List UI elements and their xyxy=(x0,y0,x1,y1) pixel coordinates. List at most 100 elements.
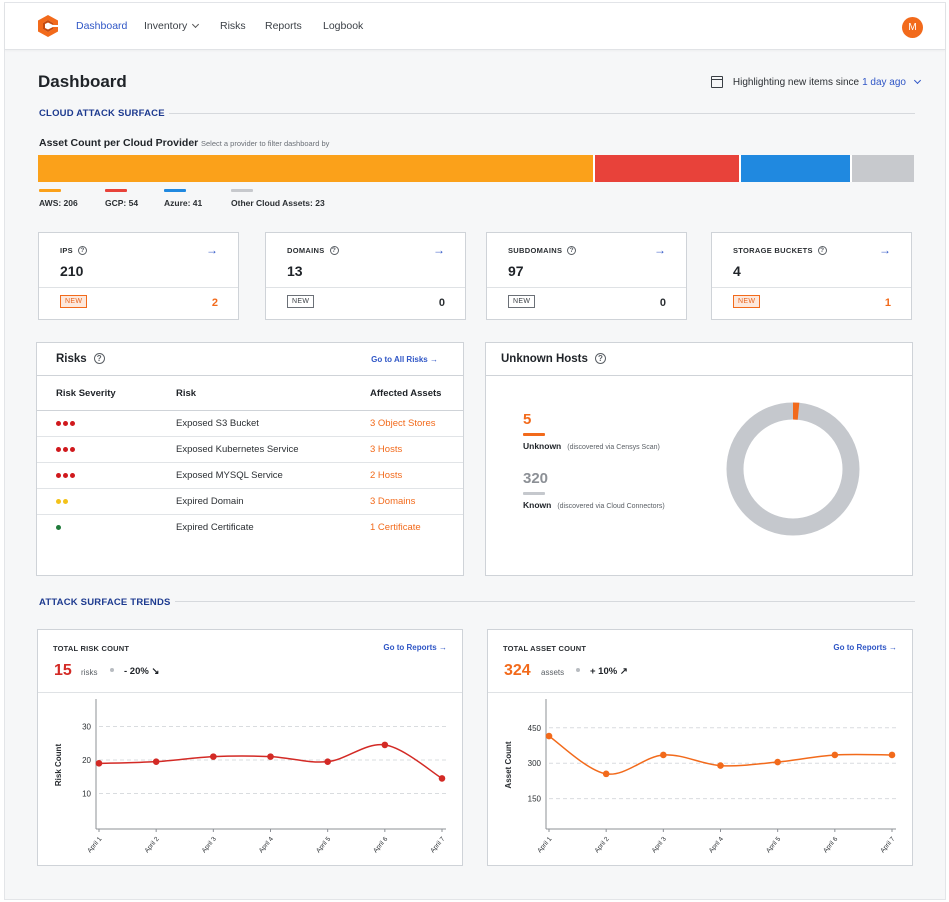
stat-label: STORAGE BUCKETS? xyxy=(733,246,827,255)
severity-dot-icon xyxy=(56,421,61,426)
section-divider xyxy=(169,113,915,114)
risk-name: Expired Domain xyxy=(176,496,244,507)
y-axis-label: Asset Count xyxy=(504,741,513,788)
section-title-attack-surface-trends: ATTACK SURFACE TRENDS xyxy=(39,597,171,608)
provider-segment-other-cloud-assets[interactable] xyxy=(851,155,914,182)
legend-aws[interactable]: AWS: 206 xyxy=(39,189,78,208)
known-hosts-swatch xyxy=(523,492,545,495)
severity-dot-icon xyxy=(70,447,75,452)
arrow-right-icon[interactable]: → xyxy=(654,243,666,257)
go-to-reports-link[interactable]: Go to Reports → xyxy=(383,643,447,652)
provider-segment-azure[interactable] xyxy=(740,155,852,182)
user-avatar[interactable]: M xyxy=(902,17,923,38)
data-point xyxy=(717,762,724,769)
unknown-hosts-panel: Unknown Hosts? 5 Unknown (discovered via … xyxy=(485,342,913,576)
table-row[interactable]: Exposed Kubernetes Service 3 Hosts xyxy=(37,436,463,462)
y-tick-label: 30 xyxy=(82,722,91,731)
help-icon[interactable]: ? xyxy=(567,246,577,255)
provider-segment-gcp[interactable] xyxy=(594,155,741,182)
go-to-reports-label: Go to Reports xyxy=(383,643,437,652)
table-row[interactable]: Exposed S3 Bucket 3 Object Stores xyxy=(37,410,463,436)
series-line xyxy=(98,743,443,780)
affected-assets-link[interactable]: 3 Object Stores xyxy=(370,418,436,429)
section-divider xyxy=(175,601,915,602)
x-tick-label: April 7 xyxy=(429,836,446,855)
go-to-reports-link[interactable]: Go to Reports → xyxy=(833,643,897,652)
page-title: Dashboard xyxy=(38,72,127,91)
legend-swatch-azure xyxy=(164,189,186,192)
help-icon[interactable]: ? xyxy=(817,246,827,255)
column-header-affected-assets[interactable]: Affected Assets xyxy=(370,388,442,399)
divider xyxy=(266,287,465,288)
y-tick-label: 10 xyxy=(82,789,91,798)
severity-dot-icon xyxy=(56,447,61,452)
arrow-up-right-icon: ↗ xyxy=(619,666,628,677)
arrow-right-icon[interactable]: → xyxy=(879,243,891,257)
divider xyxy=(487,287,686,288)
legend-swatch-aws xyxy=(39,189,61,192)
stat-card-domains[interactable]: DOMAINS? → 13 NEW 0 xyxy=(265,232,466,320)
nav-risks[interactable]: Risks xyxy=(220,20,246,32)
trend-unit: assets xyxy=(541,668,565,677)
data-point xyxy=(95,760,103,767)
bullet-separator xyxy=(110,668,114,672)
x-tick-label: April 5 xyxy=(765,836,782,855)
stat-card-storage-buckets[interactable]: STORAGE BUCKETS? → 4 NEW 1 xyxy=(711,232,912,320)
unknown-label-text: Unknown xyxy=(523,441,562,451)
logo-icon[interactable] xyxy=(37,14,59,38)
calendar-icon xyxy=(710,76,723,88)
nav-reports[interactable]: Reports xyxy=(265,20,302,32)
go-to-all-risks-link[interactable]: Go to All Risks → xyxy=(371,355,438,364)
affected-assets-link[interactable]: 3 Domains xyxy=(370,496,416,507)
trend-delta: + 10% ↗ xyxy=(590,666,628,677)
table-row[interactable]: Exposed MYSQL Service 2 Hosts xyxy=(37,462,463,488)
provider-segment-aws[interactable] xyxy=(38,155,595,182)
legend-azure[interactable]: Azure: 41 xyxy=(164,189,202,208)
stat-card-subdomains[interactable]: SUBDOMAINS? → 97 NEW 0 xyxy=(486,232,687,320)
affected-assets-link[interactable]: 3 Hosts xyxy=(370,444,403,455)
highlight-text: Highlighting new items since xyxy=(732,76,860,88)
chevron-down-icon xyxy=(192,20,200,29)
nav-inventory[interactable]: Inventory xyxy=(144,20,200,32)
stat-card-ips[interactable]: IPS? → 210 NEW 2 xyxy=(38,232,239,320)
help-icon[interactable]: ? xyxy=(78,246,87,255)
go-to-reports-label: Go to Reports xyxy=(833,643,887,652)
x-tick-label: April 7 xyxy=(879,836,896,855)
stat-value: 4 xyxy=(733,263,741,279)
legend-swatch-other xyxy=(231,189,253,192)
highlight-period-selector[interactable]: Highlighting new items since 1 day ago xyxy=(710,76,922,88)
x-tick-label: April 2 xyxy=(593,836,610,855)
affected-assets-link[interactable]: 1 Certificate xyxy=(370,522,421,533)
table-row[interactable]: Expired Domain 3 Domains xyxy=(37,488,463,514)
arrow-right-icon[interactable]: → xyxy=(433,243,445,257)
severity-dot-icon xyxy=(70,473,75,478)
new-badge: NEW xyxy=(287,295,315,308)
unknown-hosts-swatch xyxy=(523,433,545,436)
affected-assets-link[interactable]: 2 Hosts xyxy=(370,470,403,481)
hosts-donut-chart xyxy=(726,402,860,536)
arrow-right-icon[interactable]: → xyxy=(206,243,218,257)
table-row[interactable]: Expired Certificate 1 Certificate xyxy=(37,514,463,540)
risk-name: Exposed S3 Bucket xyxy=(176,418,259,429)
x-tick-label: April 4 xyxy=(258,836,275,855)
help-icon[interactable]: ? xyxy=(594,353,606,365)
divider xyxy=(712,287,911,288)
legend-other[interactable]: Other Cloud Assets: 23 xyxy=(231,189,325,208)
new-badge: NEW xyxy=(60,295,88,308)
stat-label-text: SUBDOMAINS xyxy=(508,246,563,255)
known-hosts-label: Known (discovered via Cloud Connectors) xyxy=(523,500,665,510)
column-header-risk[interactable]: Risk xyxy=(176,388,197,399)
help-icon[interactable]: ? xyxy=(93,353,105,365)
stat-label: SUBDOMAINS? xyxy=(508,246,577,255)
data-point xyxy=(438,775,446,782)
highlight-period-value[interactable]: 1 day ago xyxy=(862,76,906,88)
trend-delta-text: - 20% xyxy=(124,666,149,677)
nav-dashboard[interactable]: Dashboard xyxy=(76,20,128,32)
column-header-risk-severity[interactable]: Risk Severity xyxy=(56,388,116,399)
help-icon[interactable]: ? xyxy=(329,246,339,255)
nav-logbook[interactable]: Logbook xyxy=(323,20,364,32)
y-tick-label: 150 xyxy=(528,795,542,804)
trend-card-risk-count: TOTAL RISK COUNT Go to Reports → 15 risk… xyxy=(37,629,463,866)
legend-gcp[interactable]: GCP: 54 xyxy=(105,189,138,208)
data-point xyxy=(152,758,160,765)
